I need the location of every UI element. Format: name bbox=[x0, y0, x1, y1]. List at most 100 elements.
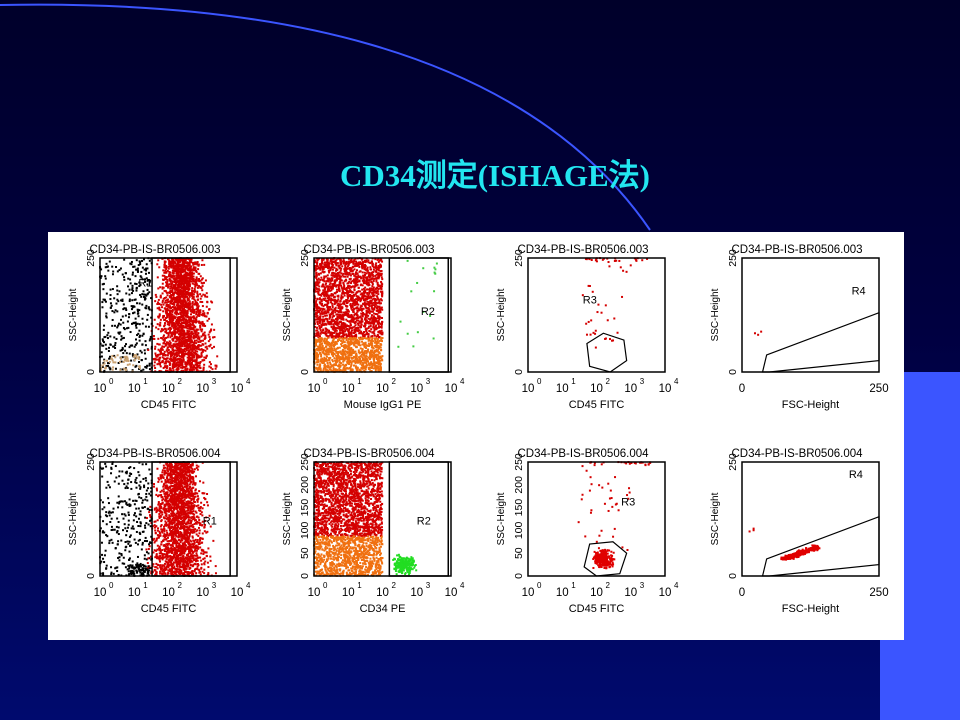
event-dot bbox=[164, 322, 167, 325]
event-dot bbox=[352, 262, 355, 265]
event-dot bbox=[348, 266, 351, 269]
event-dot bbox=[154, 345, 157, 348]
event-dot bbox=[159, 295, 162, 298]
event-dot bbox=[334, 359, 337, 362]
event-dot bbox=[351, 304, 354, 307]
event-dot bbox=[319, 272, 322, 275]
event-dot bbox=[162, 297, 165, 300]
event-dot bbox=[341, 265, 344, 268]
event-dot bbox=[369, 330, 372, 333]
gate-region[interactable] bbox=[151, 257, 231, 373]
event-dot bbox=[361, 294, 364, 297]
event-dot bbox=[122, 360, 125, 363]
event-dot bbox=[342, 321, 345, 324]
event-dot bbox=[179, 360, 182, 363]
event-dot bbox=[377, 355, 380, 358]
event-dot bbox=[172, 324, 175, 327]
event-dot bbox=[358, 356, 361, 359]
event-dot bbox=[381, 322, 384, 325]
event-dot bbox=[341, 323, 344, 326]
event-dot bbox=[155, 358, 158, 361]
event-dot bbox=[316, 367, 319, 370]
event-dot bbox=[368, 272, 371, 275]
event-dot bbox=[359, 293, 362, 296]
event-dot bbox=[371, 342, 374, 345]
event-dot bbox=[182, 321, 185, 324]
event-dot bbox=[366, 276, 369, 279]
event-dot bbox=[341, 313, 344, 316]
event-dot bbox=[176, 342, 179, 345]
event-dot bbox=[377, 323, 380, 326]
event-dot bbox=[173, 333, 176, 336]
event-dot bbox=[131, 287, 134, 290]
event-dot bbox=[172, 303, 175, 306]
event-dot bbox=[365, 337, 368, 340]
event-dot bbox=[172, 315, 175, 318]
event-dot bbox=[325, 334, 328, 337]
event-dot bbox=[177, 276, 180, 279]
event-dot bbox=[189, 344, 192, 347]
event-dot bbox=[181, 359, 184, 362]
event-dot bbox=[335, 301, 338, 304]
event-dot bbox=[213, 345, 216, 348]
event-dot bbox=[180, 348, 183, 351]
event-dot bbox=[180, 282, 183, 285]
event-dot bbox=[157, 298, 160, 301]
event-dot bbox=[170, 353, 173, 356]
event-dot bbox=[180, 306, 183, 309]
event-dot bbox=[112, 270, 115, 273]
event-dot bbox=[343, 352, 346, 355]
event-dot bbox=[188, 283, 191, 286]
event-dot bbox=[135, 259, 138, 262]
event-dot bbox=[336, 272, 339, 275]
event-dot bbox=[360, 319, 363, 322]
event-dot bbox=[373, 289, 376, 292]
event-dot bbox=[370, 271, 373, 274]
event-dot bbox=[111, 359, 114, 362]
event-dot bbox=[323, 308, 326, 311]
event-dot bbox=[362, 307, 365, 310]
x-tick-label: 10 bbox=[376, 383, 389, 395]
event-dot bbox=[144, 293, 147, 296]
event-dot bbox=[173, 363, 176, 366]
event-dot bbox=[363, 294, 366, 297]
event-dot bbox=[122, 326, 125, 329]
event-dot bbox=[341, 292, 344, 295]
event-dot bbox=[347, 267, 350, 270]
event-dot bbox=[180, 305, 183, 308]
event-dot bbox=[199, 326, 202, 329]
event-dot bbox=[168, 277, 171, 280]
event-dot bbox=[186, 315, 189, 318]
event-dot bbox=[201, 289, 204, 292]
event-dot bbox=[376, 333, 379, 336]
event-dot bbox=[188, 274, 191, 277]
event-dot bbox=[185, 346, 188, 349]
event-dot bbox=[131, 344, 134, 347]
event-dot bbox=[348, 280, 351, 283]
event-dot bbox=[358, 329, 361, 332]
event-dot bbox=[316, 311, 319, 314]
event-dot bbox=[163, 262, 166, 265]
event-dot bbox=[361, 296, 364, 299]
event-dot bbox=[166, 299, 169, 302]
event-dot bbox=[193, 317, 196, 320]
event-dot bbox=[190, 351, 193, 354]
event-dot bbox=[193, 287, 196, 290]
event-dot bbox=[331, 285, 334, 288]
event-dot bbox=[194, 267, 197, 270]
x-tick-label: 10 bbox=[342, 383, 355, 395]
event-dot bbox=[362, 264, 365, 267]
event-dot bbox=[157, 348, 160, 351]
event-dot bbox=[186, 329, 189, 332]
event-dot bbox=[177, 313, 180, 316]
event-dot bbox=[175, 258, 178, 261]
event-dot bbox=[318, 322, 321, 325]
event-dot bbox=[381, 308, 384, 311]
event-dot bbox=[333, 319, 336, 322]
event-dot bbox=[329, 321, 332, 324]
event-dot bbox=[181, 314, 184, 317]
event-dot bbox=[367, 261, 370, 264]
event-dot bbox=[180, 339, 183, 342]
event-dot bbox=[377, 293, 380, 296]
event-dot bbox=[172, 350, 175, 353]
